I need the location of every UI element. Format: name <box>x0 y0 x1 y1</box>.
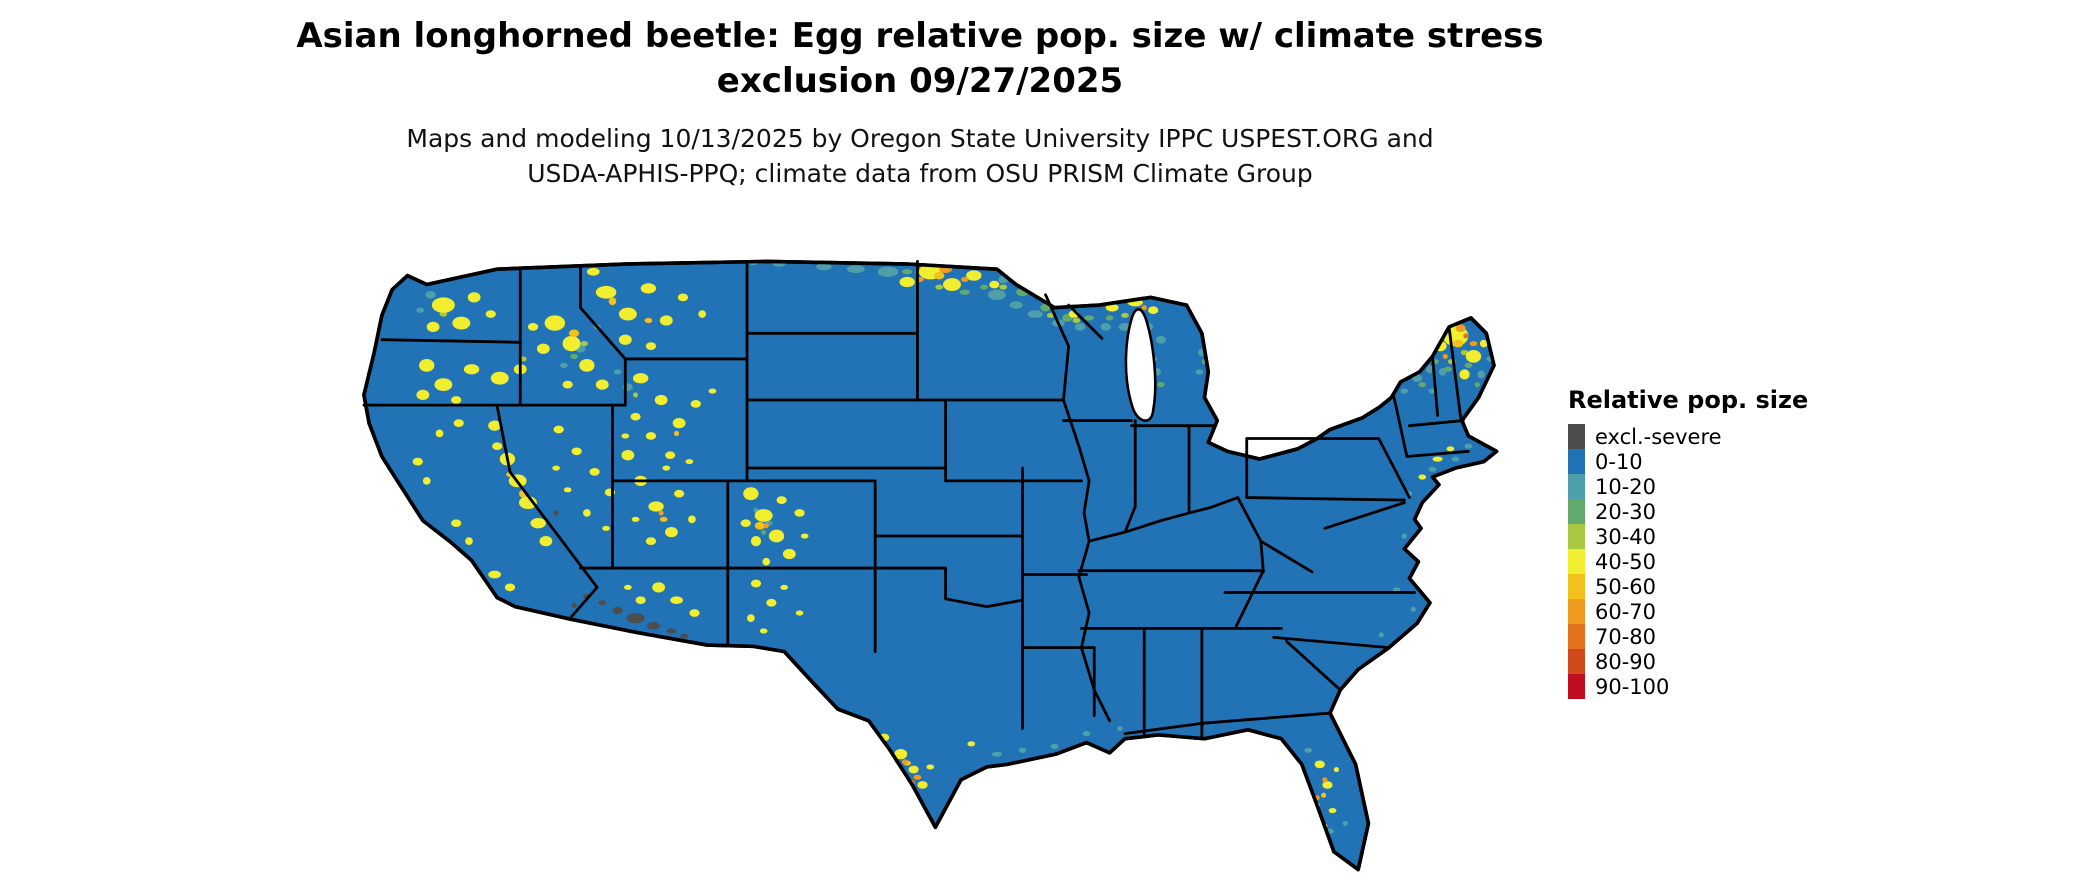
legend-swatch <box>1568 624 1585 649</box>
legend-row: excl.-severe <box>1568 424 1808 449</box>
legend-row: 80-90 <box>1568 649 1808 674</box>
legend-swatch <box>1568 424 1585 449</box>
legend-row: 90-100 <box>1568 674 1808 699</box>
legend-row: 30-40 <box>1568 524 1808 549</box>
us-map <box>362 259 1499 872</box>
legend-label: 20-30 <box>1595 499 1657 524</box>
legend-row: 0-10 <box>1568 449 1808 474</box>
legend-row: 60-70 <box>1568 599 1808 624</box>
legend-swatch <box>1568 674 1585 699</box>
us-map-container <box>305 205 1535 885</box>
legend-row: 20-30 <box>1568 499 1808 524</box>
legend-row: 50-60 <box>1568 574 1808 599</box>
legend-row: 70-80 <box>1568 624 1808 649</box>
lake-michigan <box>1124 308 1157 422</box>
population-raster <box>412 261 1494 834</box>
legend-label: 50-60 <box>1595 574 1657 599</box>
legend-label: excl.-severe <box>1595 424 1722 449</box>
legend-swatch <box>1568 474 1585 499</box>
subtitle-line2: USDA-APHIS-PPQ; climate data from OSU PR… <box>527 158 1313 188</box>
raster-20-30-green <box>570 269 1480 535</box>
legend-swatch <box>1568 449 1585 474</box>
legend-label: 30-40 <box>1595 524 1657 549</box>
legend-label: 80-90 <box>1595 649 1657 674</box>
legend-label: 60-70 <box>1595 599 1657 624</box>
legend-row: 40-50 <box>1568 549 1808 574</box>
national-outline <box>362 259 1499 872</box>
legend-label: 10-20 <box>1595 474 1657 499</box>
legend-label: 70-80 <box>1595 624 1657 649</box>
figure-title: Asian longhorned beetle: Egg relative po… <box>0 14 1840 104</box>
legend-row: 10-20 <box>1568 474 1808 499</box>
legend-entries: excl.-severe 0-10 10-20 20-30 30-40 40-5… <box>1568 424 1808 699</box>
legend-label: 40-50 <box>1595 549 1657 574</box>
raster-40-50-yellow <box>412 264 1488 829</box>
legend-swatch <box>1568 649 1585 674</box>
legend-swatch <box>1568 599 1585 624</box>
legend: Relative pop. size excl.-severe 0-10 10-… <box>1568 386 1808 699</box>
state-borders <box>362 260 1470 738</box>
figure-subtitle: Maps and modeling 10/13/2025 by Oregon S… <box>0 122 1840 191</box>
legend-label: 0-10 <box>1595 449 1643 474</box>
legend-swatch <box>1568 499 1585 524</box>
legend-swatch <box>1568 524 1585 549</box>
subtitle-line1: Maps and modeling 10/13/2025 by Oregon S… <box>406 124 1434 153</box>
legend-label: 90-100 <box>1595 674 1670 699</box>
legend-title: Relative pop. size <box>1568 386 1809 414</box>
legend-swatch <box>1568 574 1585 599</box>
title-line1: Asian longhorned beetle: Egg relative po… <box>296 16 1544 56</box>
title-line2: exclusion 09/27/2025 <box>716 60 1124 101</box>
legend-swatch <box>1568 549 1585 574</box>
